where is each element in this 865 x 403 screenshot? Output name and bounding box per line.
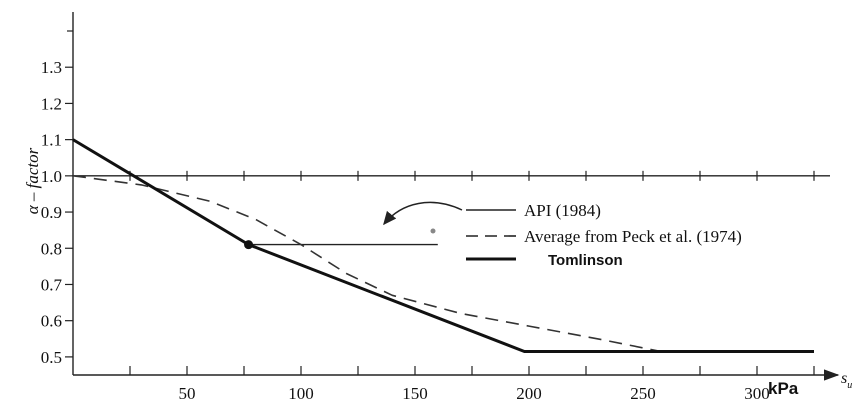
x-tick-label: 300: [744, 384, 770, 403]
y-tick-label: 0.5: [41, 348, 62, 367]
y-tick-label: 1.3: [41, 58, 62, 77]
annotations: [383, 201, 463, 234]
y-axis-label: α – factor: [23, 147, 42, 214]
x-tick-label: 150: [402, 384, 428, 403]
x-axis-label: su: [841, 370, 852, 391]
x-tick-label: 250: [630, 384, 656, 403]
legend-label-peck: Average from Peck et al. (1974): [524, 227, 742, 246]
tomlinson-breakpoint-marker: [244, 240, 254, 250]
series-line-peck-1974: [72, 175, 662, 353]
legend: API (1984) Average from Peck et al. (197…: [466, 201, 742, 269]
y-tick-label: 0.6: [41, 312, 62, 331]
x-tick-label: 200: [516, 384, 542, 403]
series-layer: [72, 138, 830, 353]
series-line-tomlinson: [72, 138, 814, 353]
axis-ticks: 0.5 0.6 0.7 0.8 0.9 1.0 1.1 1.2 1.3 50 100 150 200 25…: [41, 30, 815, 403]
legend-label-tomlinson: Tomlinson: [548, 252, 623, 269]
annotation-dot: [430, 228, 436, 234]
x-axis-label-sub: u: [847, 380, 852, 391]
x-axis-label-main: s: [841, 370, 847, 387]
axes: [72, 12, 840, 381]
annotation-arrow: [383, 201, 463, 226]
y-tick-label: 0.7: [41, 275, 63, 294]
x-tick-label: 100: [288, 384, 314, 403]
y-tick-label: 0.9: [41, 203, 62, 222]
x-axis-unit-label: kPa: [768, 379, 799, 398]
y-tick-label: 1.2: [41, 94, 62, 113]
y-tick-label: 0.8: [41, 239, 62, 258]
y-tick-label: 1.1: [41, 131, 62, 150]
legend-label-api: API (1984): [524, 201, 601, 220]
y-tick-label: 1.0: [41, 167, 62, 186]
x-tick-label: 50: [179, 384, 196, 403]
